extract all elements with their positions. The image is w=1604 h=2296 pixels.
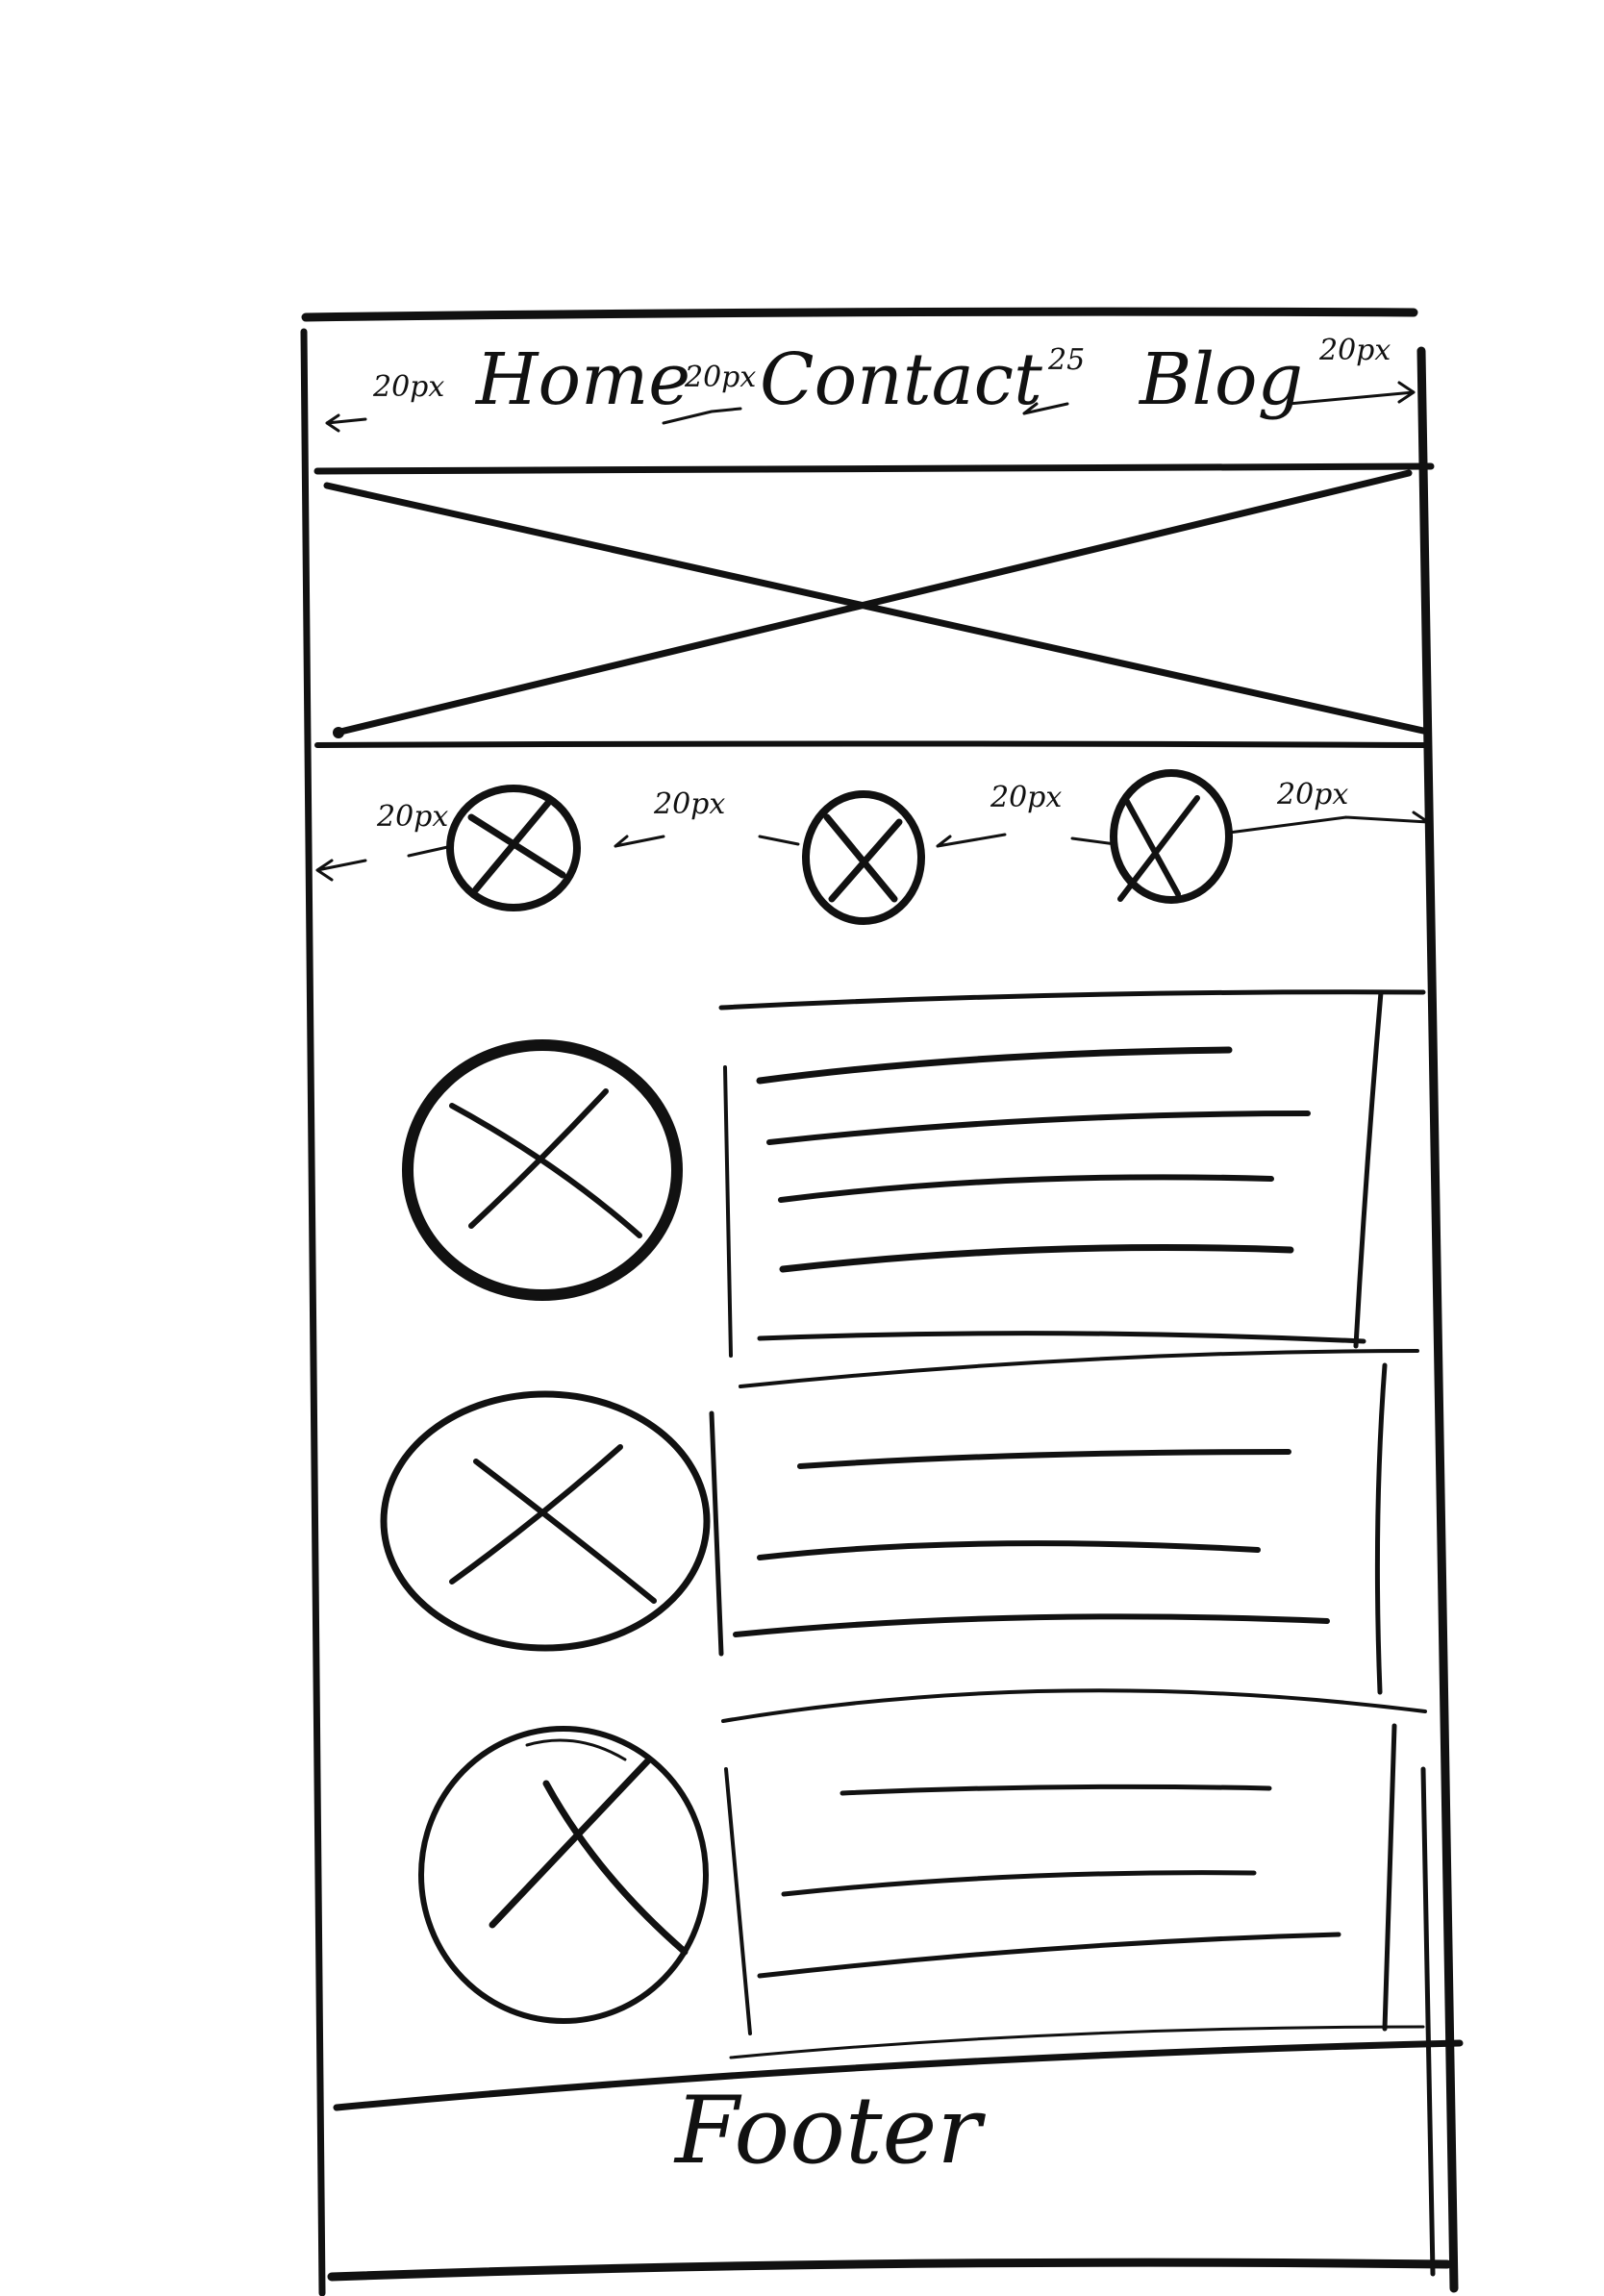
nav-spacing-arrow-2 (662, 407, 742, 425)
footer-label: Footer (675, 2077, 982, 2184)
nav-item-blog[interactable]: Blog (1140, 338, 1303, 421)
small-icon-3 (1110, 769, 1233, 904)
nav-spacing-arrow-3 (1022, 402, 1069, 415)
nav-item-home[interactable]: Home (476, 338, 691, 421)
nav-spacing-note-4: 20px (1319, 334, 1391, 367)
icon-row (315, 769, 1430, 925)
hero-image-placeholder (314, 469, 1431, 748)
icon-spacing-note-4: 20px (1277, 778, 1349, 811)
icon-spacing-note-2: 20px (654, 787, 726, 821)
small-icon-2 (802, 790, 925, 925)
icon-spacing-note-3: 20px (990, 781, 1063, 814)
list-item-3 (418, 1723, 1425, 2059)
nav-spacing-note-1: 20px (373, 370, 445, 404)
list-item-1 (402, 989, 1426, 1388)
icon-spacing-arrow-1 (315, 844, 454, 882)
nav-bar (313, 381, 1435, 475)
small-icon-1 (446, 785, 581, 911)
list-item-2 (380, 1362, 1427, 1723)
nav-item-contact[interactable]: Contact (760, 338, 1042, 421)
nav-spacing-arrow-4 (1287, 381, 1416, 406)
phone-frame (300, 307, 1459, 2296)
nav-spacing-note-2: 20px (685, 361, 757, 394)
footer-area (327, 2039, 1464, 2282)
icon-spacing-arrow-2 (614, 835, 800, 848)
icon-spacing-arrow-3 (936, 833, 1117, 848)
nav-spacing-note-3: 25 (1048, 343, 1086, 377)
icon-spacing-arrow-4 (1227, 811, 1430, 835)
icon-spacing-note-1: 20px (377, 800, 449, 834)
nav-spacing-arrow-1 (325, 413, 367, 433)
